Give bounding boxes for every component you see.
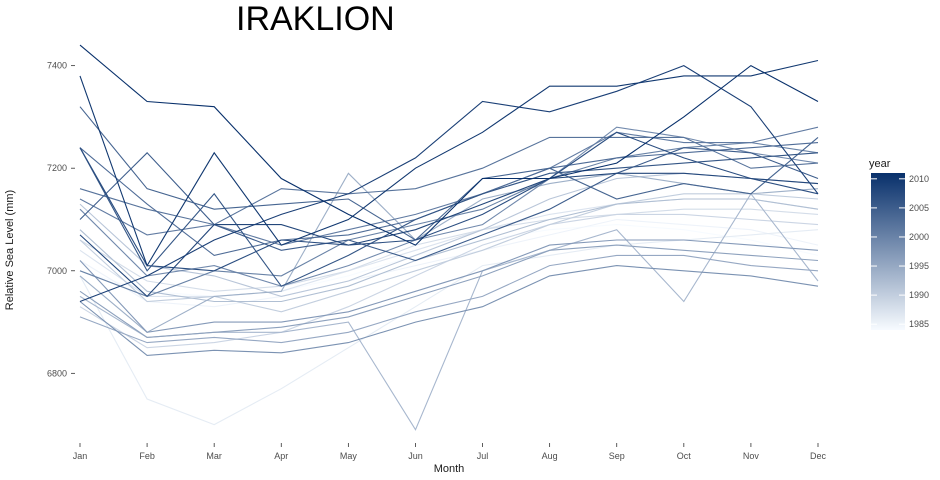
legend-title: year	[869, 158, 891, 170]
series-line-2009	[79, 64, 819, 303]
series-line-2008	[79, 172, 819, 298]
legend-tick-label: 1990	[909, 290, 929, 300]
series-line-2010	[79, 59, 819, 267]
legend: year 1985 1990 1995 2000 2005 2010	[869, 158, 929, 330]
legend-tick-label: 1995	[909, 261, 929, 271]
y-tick-label: 7200	[47, 163, 67, 173]
series-line-1995	[79, 254, 819, 344]
x-tick-label: Sep	[609, 451, 625, 461]
y-tick-label: 7000	[47, 266, 67, 276]
legend-color-bar	[871, 173, 905, 330]
series-line-1990	[79, 193, 819, 313]
series-line-1997	[79, 239, 819, 333]
legend-tick-label: 1985	[909, 319, 929, 329]
series-line-2004	[79, 106, 819, 241]
series-line-1993	[79, 192, 819, 431]
legend-tick-label: 2005	[909, 203, 929, 213]
y-axis-title: Relative Sea Level (mm)	[4, 190, 16, 310]
legend-ticks: 1985 1990 1995 2000 2005 2010	[871, 174, 929, 329]
x-axis: Jan Feb Mar Apr May Jun Jul Aug Sep Oct Nov Dec	[73, 443, 827, 461]
x-tick-label: Apr	[274, 451, 288, 461]
x-tick-label: Mar	[206, 451, 222, 461]
series-line-1988	[79, 208, 819, 292]
chart-title: IRAKLION	[236, 0, 395, 38]
x-tick-label: Jun	[408, 451, 423, 461]
x-tick-label: Jan	[73, 451, 88, 461]
y-axis: 6800 7000 7200 7400	[47, 61, 75, 378]
series-line-1996	[79, 244, 819, 338]
x-axis-title: Month	[434, 463, 465, 475]
x-tick-label: May	[340, 451, 358, 461]
series-line-2006	[79, 147, 819, 287]
series-lines	[79, 44, 819, 431]
legend-tick-label: 2010	[909, 174, 929, 184]
series-line-1992	[79, 198, 819, 303]
x-tick-label: Jul	[477, 451, 489, 461]
y-tick-label: 7400	[47, 61, 67, 71]
x-tick-label: Oct	[677, 451, 692, 461]
x-tick-label: Nov	[743, 451, 760, 461]
x-tick-label: Feb	[139, 451, 155, 461]
series-line-1999	[79, 126, 819, 287]
series-line-2011	[79, 44, 819, 246]
series-line-2007	[79, 131, 819, 272]
legend-tick-label: 2000	[909, 232, 929, 242]
y-tick-label: 6800	[47, 368, 67, 378]
series-line-1998	[79, 265, 819, 356]
x-tick-label: Dec	[810, 451, 827, 461]
series-line-1985	[79, 218, 819, 308]
series-line-2002	[79, 136, 819, 226]
series-line-2005	[79, 147, 819, 262]
x-tick-label: Aug	[542, 451, 558, 461]
